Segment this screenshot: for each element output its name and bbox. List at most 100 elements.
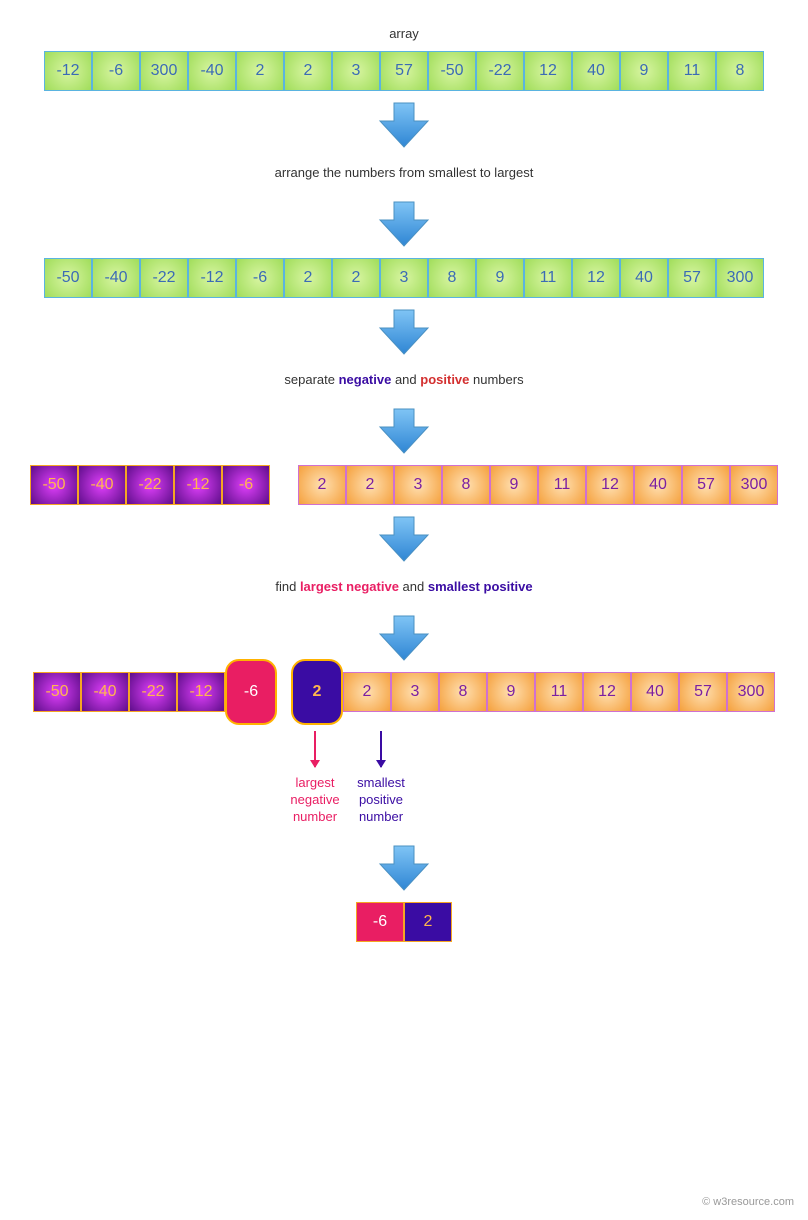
array-cell: 2: [346, 465, 394, 505]
text-find-mid: and: [399, 579, 428, 594]
array-cell: -12: [44, 51, 92, 91]
array-cell: 3: [332, 51, 380, 91]
array-cell: -50: [33, 672, 81, 712]
arrow-5: [376, 515, 432, 563]
t1: largest: [295, 775, 334, 790]
array-cell: 57: [380, 51, 428, 91]
array-positive: 2238911124057300: [298, 465, 778, 505]
array-cell: 300: [716, 258, 764, 298]
array-cell: -6: [222, 465, 270, 505]
label-sort: arrange the numbers from smallest to lar…: [275, 165, 534, 180]
array-cell: -6: [236, 258, 284, 298]
array-cell: 40: [634, 465, 682, 505]
array-cell: -50: [44, 258, 92, 298]
array-cell: 11: [538, 465, 586, 505]
array-cell: 9: [487, 672, 535, 712]
t6: number: [359, 809, 403, 824]
array-cell: 3: [394, 465, 442, 505]
label-find: find largest negative and smallest posit…: [275, 579, 532, 594]
pointer-arrow-pink: [314, 731, 316, 767]
pointer-text-pink: largest negative number: [290, 775, 339, 826]
array-cell: 40: [620, 258, 668, 298]
diagram-root: array -12-6300-4022357-50-2212409118 arr…: [40, 20, 768, 942]
array-cell: 12: [583, 672, 631, 712]
array-cell: 300: [727, 672, 775, 712]
array-cell: -12: [177, 672, 225, 712]
array-original: -12-6300-4022357-50-2212409118: [44, 51, 764, 91]
array-negative: -50-40-22-12-6: [30, 465, 270, 505]
array-cell: 2: [332, 258, 380, 298]
array-cell: 12: [586, 465, 634, 505]
array-cell: -22: [126, 465, 174, 505]
array-cell: 300: [140, 51, 188, 91]
array-cell: -40: [78, 465, 126, 505]
array-cell: 12: [524, 51, 572, 91]
array-cell: 11: [535, 672, 583, 712]
separated-container: -50-40-22-12-6 2238911124057300: [40, 465, 768, 505]
array-cell: -40: [188, 51, 236, 91]
result-negative: -6: [356, 902, 404, 942]
t2: negative: [290, 792, 339, 807]
array-cell: 57: [668, 258, 716, 298]
array-cell: -50: [30, 465, 78, 505]
array-cell: 2: [284, 258, 332, 298]
array-cell: -40: [81, 672, 129, 712]
arrow-1: [376, 101, 432, 149]
highlighted-container: -50-40-22-12-6 2238911124057300: [33, 672, 775, 725]
text-find-neg: largest negative: [300, 579, 399, 594]
array-sorted: -50-40-22-12-62238911124057300: [44, 258, 764, 298]
t4: smallest: [357, 775, 405, 790]
t3: number: [293, 809, 337, 824]
result-positive: 2: [404, 902, 452, 942]
array-cell: 11: [668, 51, 716, 91]
array-cell: -22: [140, 258, 188, 298]
pointer-text-indigo: smallest positive number: [357, 775, 405, 826]
array-cell: 40: [572, 51, 620, 91]
array-positive-highlighted: 2238911124057300: [291, 672, 775, 725]
array-cell: 9: [620, 51, 668, 91]
array-cell: -22: [476, 51, 524, 91]
text-find-pos: smallest positive: [428, 579, 533, 594]
label-separate: separate negative and positive numbers: [284, 372, 523, 387]
array-cell: 57: [682, 465, 730, 505]
array-cell: 3: [391, 672, 439, 712]
array-cell: 2: [284, 51, 332, 91]
highlight-smallest-positive: 2: [291, 659, 343, 725]
annotation-row: largest negative number smallest positiv…: [289, 727, 407, 826]
array-cell: -12: [188, 258, 236, 298]
text-separate-post: numbers: [469, 372, 523, 387]
arrow-7: [376, 844, 432, 892]
text-separate-pre: separate: [284, 372, 338, 387]
array-cell: 3: [380, 258, 428, 298]
array-cell: 2: [343, 672, 391, 712]
text-separate-pos: positive: [420, 372, 469, 387]
array-cell: 9: [476, 258, 524, 298]
array-cell: 2: [236, 51, 284, 91]
t5: positive: [359, 792, 403, 807]
array-cell: 40: [631, 672, 679, 712]
annotation-largest-negative: largest negative number: [289, 727, 341, 826]
highlight-largest-negative: -6: [225, 659, 277, 725]
pointer-arrow-indigo: [380, 731, 382, 767]
array-cell: 11: [524, 258, 572, 298]
arrow-4: [376, 407, 432, 455]
array-cell: 300: [730, 465, 778, 505]
array-cell: 12: [572, 258, 620, 298]
text-separate-mid: and: [391, 372, 420, 387]
array-cell: 8: [439, 672, 487, 712]
array-cell: 8: [716, 51, 764, 91]
array-cell: -50: [428, 51, 476, 91]
annotation-smallest-positive: smallest positive number: [355, 727, 407, 826]
arrow-6: [376, 614, 432, 662]
array-negative-highlighted: -50-40-22-12-6: [33, 672, 277, 725]
array-cell: -12: [174, 465, 222, 505]
array-cell: -6: [92, 51, 140, 91]
array-cell: 57: [679, 672, 727, 712]
array-cell: 2: [298, 465, 346, 505]
array-cell: -40: [92, 258, 140, 298]
arrow-3: [376, 308, 432, 356]
copyright: © w3resource.com: [702, 1196, 794, 1208]
array-cell: 8: [442, 465, 490, 505]
arrow-2: [376, 200, 432, 248]
text-find-pre: find: [275, 579, 300, 594]
